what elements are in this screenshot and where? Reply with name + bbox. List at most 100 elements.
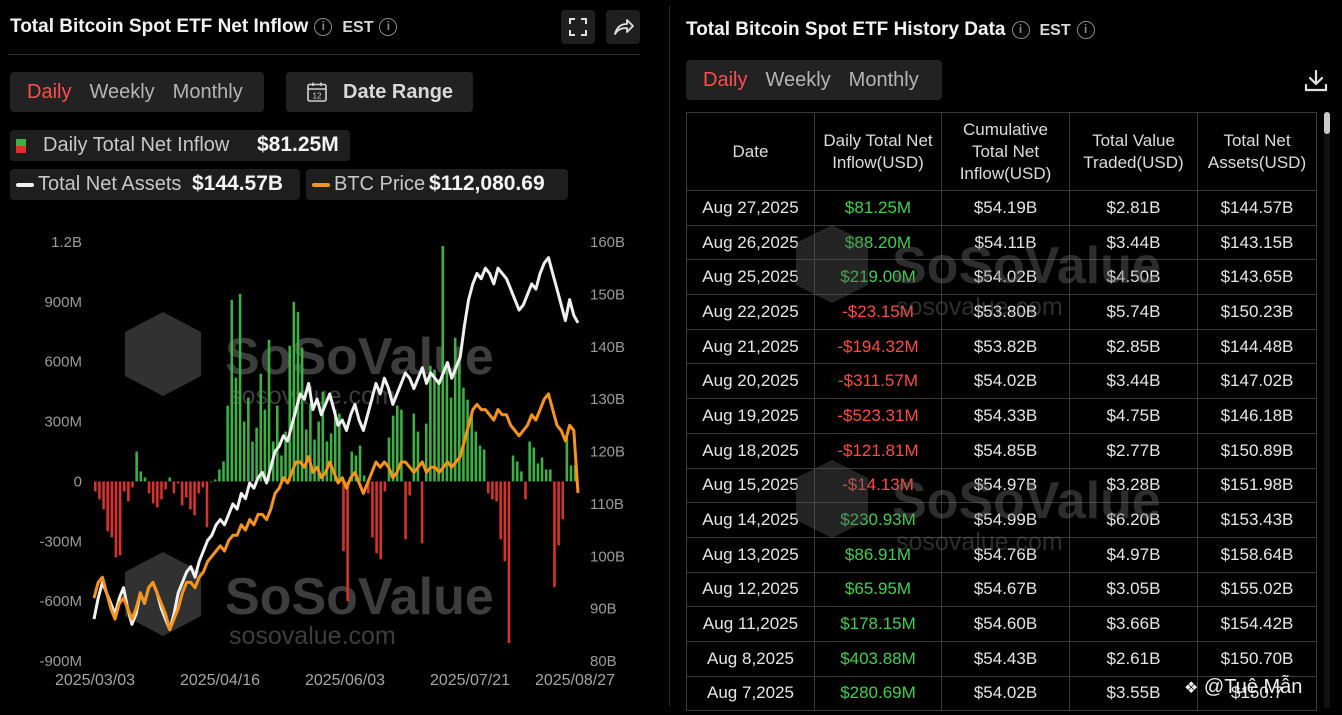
interval-tabs: Daily Weekly Monthly: [10, 72, 264, 112]
history-table: Date Daily Total Net Inflow(USD) Cumulat…: [686, 112, 1317, 712]
inflow-bar: [276, 405, 279, 482]
inflow-bar: [172, 481, 176, 494]
col-header-net-assets[interactable]: Total Net Assets(USD): [1197, 112, 1317, 191]
inflow-bar: [147, 481, 151, 494]
x-axis-tick-label: 2025/03/03: [55, 672, 135, 689]
cell-date: Aug 11,2025: [686, 606, 815, 642]
history-tab-monthly[interactable]: Monthly: [848, 68, 919, 91]
table-row[interactable]: Aug 8,2025 $403.88M $54.43B $2.61B $150.70B: [686, 641, 1317, 677]
tab-monthly[interactable]: Monthly: [172, 80, 243, 103]
inflow-bar: [94, 481, 97, 492]
inflow-chart[interactable]: SoSoValuesosovalue.comSoSoValuesosovalue…: [0, 222, 652, 697]
table-row[interactable]: Aug 21,2025 -$194.32M $53.82B $2.85B $144.48…: [686, 329, 1317, 365]
table-row[interactable]: Aug 20,2025 -$311.57M $54.02B $3.44B $147.02…: [686, 363, 1317, 400]
table-row[interactable]: Aug 7,2025 $280.69M $54.02B $3.55B $150.7: [686, 676, 1317, 712]
cell-value-traded: $5.74B: [1069, 294, 1198, 330]
inflow-bar: [139, 471, 143, 482]
inflow-metric-label: Daily Total Net Inflow: [43, 134, 230, 156]
right-axis-tick-label: 80B: [590, 653, 617, 670]
cell-net-assets: $150.89B: [1197, 433, 1317, 469]
tab-weekly[interactable]: Weekly: [89, 80, 155, 103]
inflow-bar: [325, 441, 329, 482]
table-row[interactable]: Aug 18,2025 -$121.81M $54.85B $2.77B $150.89…: [686, 433, 1317, 469]
inflow-bar: [362, 475, 366, 482]
cell-value-traded: $3.55B: [1069, 676, 1198, 712]
inflow-bar: [135, 451, 138, 482]
inflow-bar: [110, 481, 114, 538]
cell-value-traded: $2.81B: [1069, 190, 1198, 226]
inflow-bar: [453, 337, 457, 482]
table-row[interactable]: Aug 19,2025 -$523.31M $54.33B $4.75B $146.18…: [686, 398, 1317, 434]
panel-divider: [669, 6, 670, 706]
inflow-bar: [350, 451, 354, 482]
fullscreen-icon: [569, 18, 587, 36]
inflow-bar: [102, 481, 105, 510]
inflow-bar: [280, 455, 283, 482]
inflow-bar: [503, 481, 507, 562]
table-row[interactable]: Aug 12,2025 $65.95M $54.67B $3.05B $155.02B: [686, 572, 1317, 608]
cell-net-assets: $150.70B: [1197, 641, 1317, 677]
scrollbar-thumb[interactable]: [1324, 112, 1330, 134]
cell-cumulative-inflow: $54.19B: [941, 190, 1070, 226]
left-axis-tick-label: -900M: [39, 653, 82, 670]
watermark-url: sosovalue.com: [229, 622, 396, 650]
inflow-bar: [540, 457, 544, 482]
chart-panel-title-row: Total Bitcoin Spot ETF Net Inflow i EST i: [10, 16, 398, 38]
watermark-text: SoSoValue: [225, 568, 494, 626]
timezone-info-icon[interactable]: i: [379, 18, 398, 36]
inflow-bar: [379, 481, 382, 560]
x-axis: 2025/03/03 2025/04/16 2025/06/03 2025/07/21…: [55, 672, 615, 689]
history-tab-weekly[interactable]: Weekly: [765, 68, 831, 91]
history-tab-daily[interactable]: Daily: [703, 68, 748, 91]
inflow-bar: [106, 481, 109, 532]
inflow-bar: [565, 437, 569, 482]
table-row[interactable]: Aug 27,2025 $81.25M $54.19B $2.81B $144.57B: [686, 190, 1317, 226]
right-axis-tick-label: 160B: [590, 234, 625, 251]
inflow-bar: [333, 409, 337, 482]
table-row[interactable]: Aug 13,2025 $86.91M $54.76B $4.97B $158.64B: [686, 537, 1317, 573]
date-range-button[interactable]: 12 Date Range: [286, 72, 473, 112]
cell-net-assets: $150.7: [1197, 676, 1317, 712]
history-timezone-info-icon[interactable]: i: [1076, 21, 1095, 39]
table-row[interactable]: Aug 25,2025 $219.00M $54.02B $4.50B $143.65B: [686, 259, 1317, 296]
history-info-icon[interactable]: i: [1011, 21, 1030, 39]
col-header-date[interactable]: Date: [686, 112, 815, 191]
cell-cumulative-inflow: $54.67B: [941, 572, 1070, 608]
table-scrollbar[interactable]: [1324, 112, 1330, 708]
inflow-bar: [205, 481, 209, 528]
left-axis-tick-label: 900M: [44, 294, 82, 311]
table-row[interactable]: Aug 15,2025 -$14.13M $54.97B $3.28B $151.98B: [686, 468, 1317, 504]
col-header-daily-inflow[interactable]: Daily Total Net Inflow(USD): [814, 112, 942, 191]
inflow-bar: [226, 405, 229, 482]
col-header-value-traded[interactable]: Total Value Traded(USD): [1069, 112, 1198, 191]
table-row[interactable]: Aug 11,2025 $178.15M $54.60B $3.66B $154.42B: [686, 606, 1317, 642]
inflow-bar: [259, 373, 263, 482]
table-row[interactable]: Aug 22,2025 -$23.15M $53.80B $5.74B $150.23B: [686, 294, 1317, 330]
table-row[interactable]: Aug 14,2025 $230.93M $54.99B $6.20B $153.43B: [686, 502, 1317, 538]
inflow-bar: [143, 477, 147, 482]
inflow-bar: [131, 481, 134, 488]
inflow-bar: [478, 445, 482, 482]
inflow-metric: Daily Total Net Inflow $81.25M: [10, 130, 350, 161]
tab-daily[interactable]: Daily: [27, 80, 72, 103]
cell-daily-inflow: $86.91M: [814, 537, 942, 573]
inflow-bar: [156, 481, 159, 508]
table-row[interactable]: Aug 26,2025 $88.20M $54.11B $3.44B $143.15B: [686, 225, 1317, 261]
cell-daily-inflow: -$14.13M: [814, 468, 942, 504]
inflow-bar: [470, 415, 473, 482]
inflow-bar: [164, 481, 167, 490]
download-icon[interactable]: [1303, 68, 1329, 94]
cell-cumulative-inflow: $54.99B: [941, 502, 1070, 538]
cell-net-assets: $147.02B: [1197, 363, 1317, 400]
x-axis-tick-label: 2025/04/16: [180, 672, 260, 689]
left-axis-tick-label: 1.2B: [51, 234, 82, 251]
col-header-cumulative-inflow[interactable]: Cumulative Total Net Inflow(USD): [941, 112, 1070, 191]
left-axis-tick-label: 600M: [44, 354, 82, 371]
share-button[interactable]: [606, 10, 640, 44]
inflow-bar: [201, 481, 205, 488]
info-icon[interactable]: i: [314, 18, 333, 36]
inflow-bar: [329, 433, 333, 482]
fullscreen-button[interactable]: [561, 10, 595, 44]
right-axis-tick-label: 100B: [590, 548, 625, 565]
inflow-bar: [441, 245, 445, 482]
